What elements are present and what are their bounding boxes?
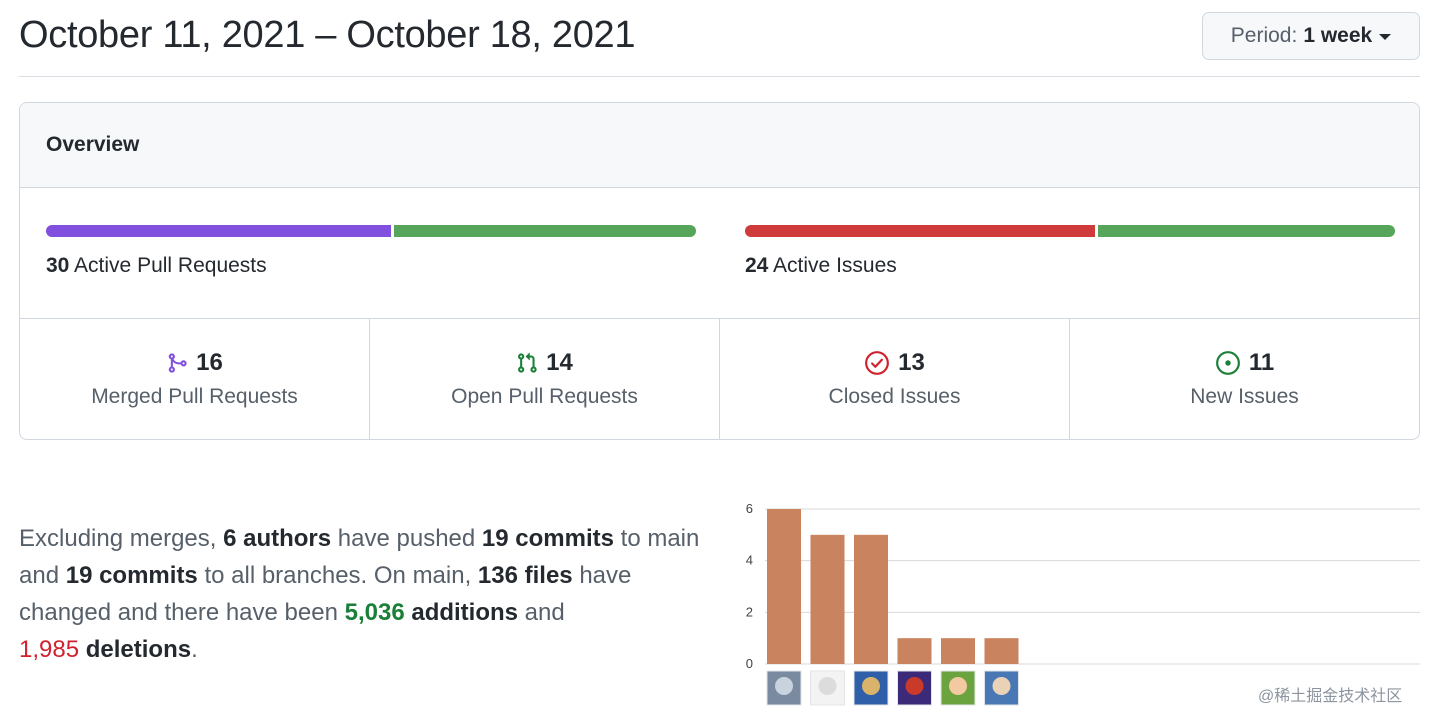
open-pr-count: 14 bbox=[546, 349, 573, 376]
segment-gap bbox=[391, 225, 395, 237]
header-divider bbox=[19, 76, 1420, 77]
issues-summary[interactable]: 24 Active Issues bbox=[745, 225, 1395, 278]
bar-author-5 bbox=[941, 638, 975, 664]
page-title: October 11, 2021 – October 18, 2021 bbox=[19, 14, 636, 56]
overview-bars: 30 Active Pull Requests 24 Active Issues bbox=[20, 188, 1419, 319]
closed-issues-count: 13 bbox=[898, 349, 925, 376]
closed-issues-label: Closed Issues bbox=[828, 385, 961, 408]
active-issues-count: 24 bbox=[745, 254, 769, 277]
bar-author-3 bbox=[854, 534, 888, 664]
avatar-face-author-2 bbox=[818, 677, 837, 695]
pull-requests-summary[interactable]: 30 Active Pull Requests bbox=[46, 225, 696, 278]
bar-author-1 bbox=[767, 509, 801, 664]
stat-closed-issues[interactable]: 13 Closed Issues bbox=[720, 319, 1070, 439]
issues-caption: 24 Active Issues bbox=[745, 254, 1395, 278]
active-pr-count: 30 bbox=[46, 254, 70, 277]
bar-author-2 bbox=[810, 534, 845, 664]
period-dropdown-button[interactable]: Period: 1 week bbox=[1202, 12, 1420, 60]
additions-count: 5,036 bbox=[344, 599, 405, 626]
summary-text: . bbox=[191, 636, 198, 663]
files-changed-count: 136 files bbox=[477, 562, 573, 589]
commits-main-count: 19 commits bbox=[481, 525, 614, 552]
avatar-face-author-3 bbox=[862, 677, 880, 695]
new-issues-label: New Issues bbox=[1190, 385, 1299, 408]
merged-segment bbox=[46, 225, 392, 237]
summary-text: Excluding merges, bbox=[19, 525, 224, 552]
overview-panel: Overview 30 Active Pull Requests 24 Acti… bbox=[19, 102, 1420, 440]
authors-count: 6 authors bbox=[223, 525, 332, 552]
pull-requests-progress-bar bbox=[46, 225, 696, 237]
y-tick-label: 0 bbox=[746, 656, 753, 671]
y-tick-label: 6 bbox=[746, 501, 753, 516]
additions-label: additions bbox=[404, 599, 519, 626]
active-issues-label: Active Issues bbox=[773, 254, 897, 277]
open-pr-label: Open Pull Requests bbox=[451, 385, 638, 408]
new-segment bbox=[1098, 225, 1395, 237]
summary-text: have changed and there have been bbox=[19, 562, 632, 626]
closed-segment bbox=[745, 225, 1096, 237]
pull-requests-caption: 30 Active Pull Requests bbox=[46, 254, 696, 278]
active-pr-label: Active Pull Requests bbox=[74, 254, 267, 277]
avatar-face-author-4 bbox=[905, 677, 924, 695]
commit-summary: Excluding merges, 6 authors have pushed … bbox=[19, 520, 719, 668]
y-tick-label: 2 bbox=[746, 604, 753, 619]
overview-title: Overview bbox=[20, 103, 1419, 188]
open-segment bbox=[394, 225, 696, 237]
merged-pr-label: Merged Pull Requests bbox=[91, 385, 298, 408]
stat-new-issues[interactable]: 11 New Issues bbox=[1070, 319, 1419, 439]
bar-author-4 bbox=[897, 638, 932, 664]
issue-opened-icon bbox=[1215, 351, 1240, 375]
stat-merged-pull-requests[interactable]: 16 Merged Pull Requests bbox=[20, 319, 370, 439]
pull-request-icon bbox=[518, 352, 537, 373]
summary-text: have pushed bbox=[331, 525, 482, 552]
segment-gap bbox=[1095, 225, 1099, 237]
deletions-label: deletions bbox=[79, 636, 192, 663]
issues-progress-bar bbox=[745, 225, 1395, 237]
merged-pr-count: 16 bbox=[196, 349, 223, 376]
stat-open-pull-requests[interactable]: 14 Open Pull Requests bbox=[370, 319, 720, 439]
deletions-count: 1,985 bbox=[19, 636, 80, 663]
overview-stats: 16 Merged Pull Requests 14 Open Pull Req… bbox=[20, 319, 1419, 439]
new-issues-count: 11 bbox=[1248, 349, 1275, 376]
merge-icon bbox=[168, 353, 187, 373]
avatar-face-author-5 bbox=[949, 677, 967, 695]
commits-by-author-chart: 0 2 4 6 bbox=[735, 495, 1425, 715]
summary-text: and bbox=[518, 599, 565, 626]
summary-text: to main and bbox=[19, 525, 700, 589]
watermark: @稀土掘金技术社区 bbox=[1258, 688, 1403, 705]
avatar-face-author-6 bbox=[992, 677, 1011, 695]
caret-down-icon bbox=[1379, 34, 1392, 40]
avatar-face-author-1 bbox=[775, 677, 793, 695]
y-tick-label: 4 bbox=[746, 553, 753, 568]
period-label: Period: bbox=[1230, 24, 1298, 47]
bar-author-6 bbox=[984, 638, 1019, 664]
issue-closed-icon bbox=[865, 351, 890, 375]
summary-text: to all branches. On main, bbox=[197, 562, 478, 589]
period-value: 1 week bbox=[1303, 24, 1373, 47]
commits-all-count: 19 commits bbox=[65, 562, 198, 589]
